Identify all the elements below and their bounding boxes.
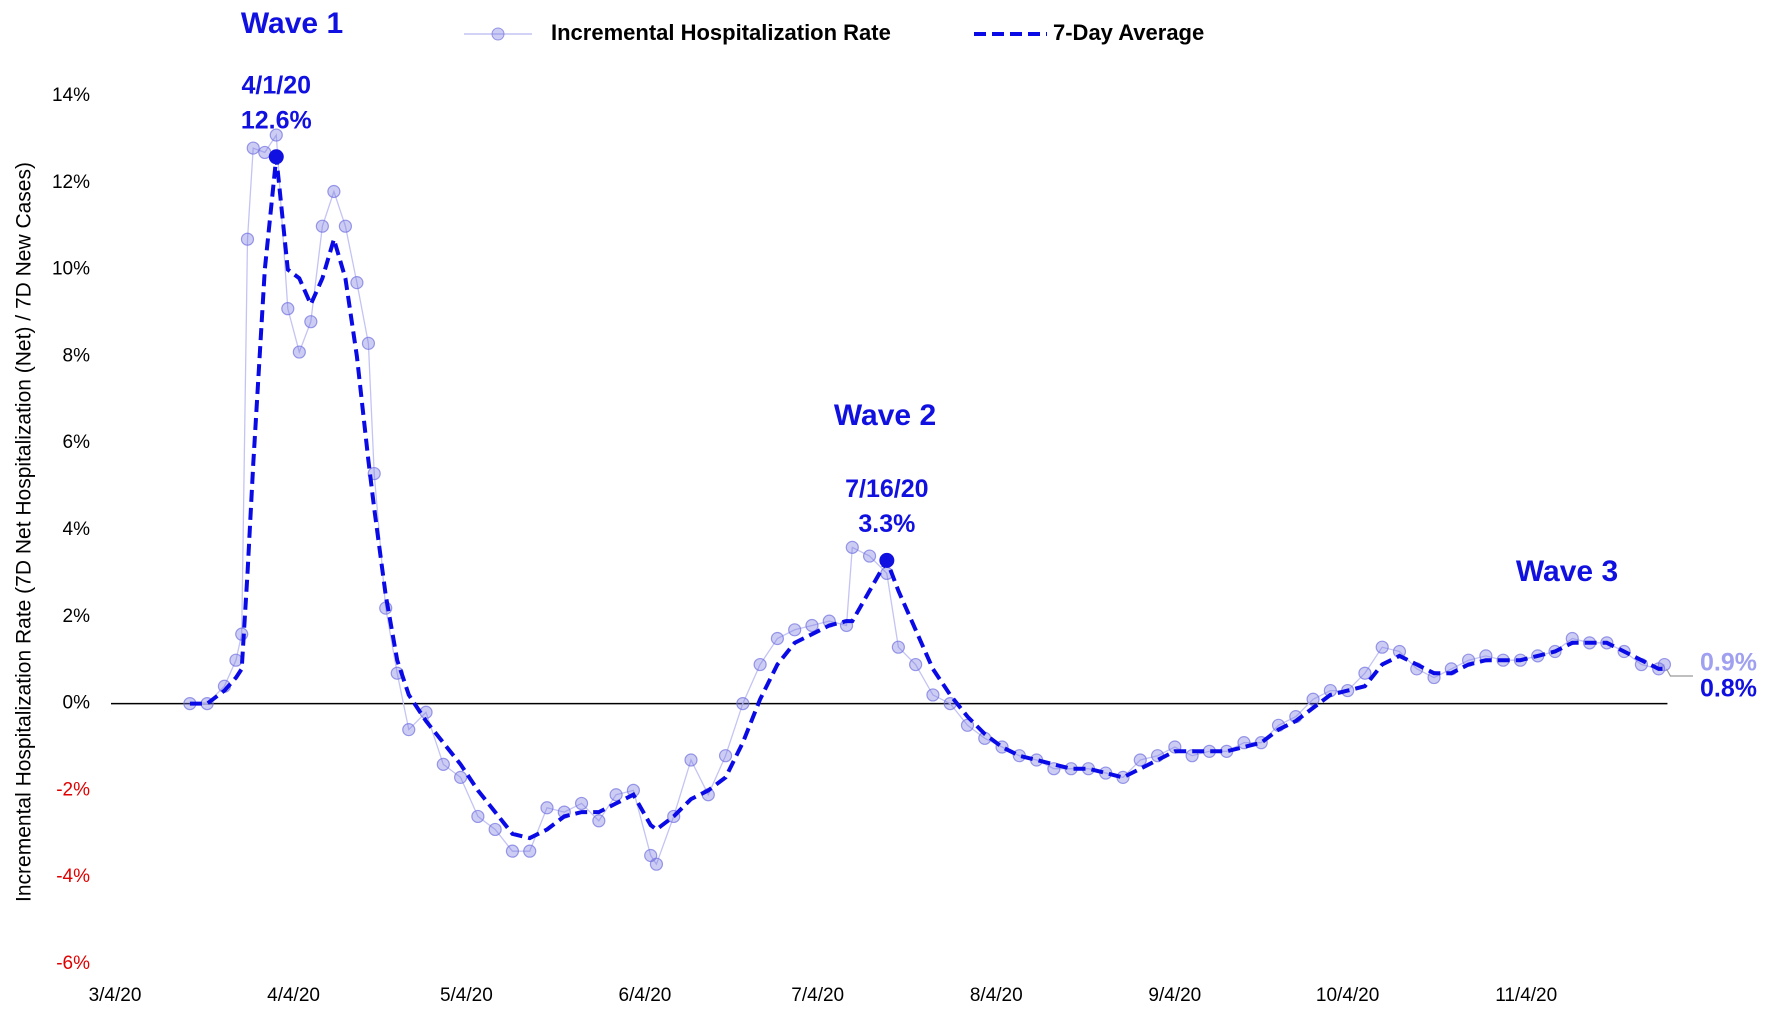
end-label: 0.9%	[1700, 649, 1757, 677]
rate-marker	[1306, 692, 1320, 706]
rate-marker	[292, 345, 306, 359]
rate-marker	[770, 631, 785, 646]
peak-value: 12.6%	[241, 106, 312, 134]
rate-marker	[304, 315, 318, 329]
rate-marker	[1375, 640, 1389, 654]
y-tick-label: -4%	[56, 866, 90, 887]
y-tick-label: -6%	[56, 953, 90, 974]
y-tick-label: 12%	[52, 172, 90, 193]
rate-marker	[718, 749, 733, 763]
rate-marker	[488, 822, 502, 837]
rate-marker	[805, 618, 819, 633]
rate-marker	[592, 814, 606, 828]
x-tick-label: 4/4/20	[267, 985, 320, 1006]
x-tick-label: 9/4/20	[1148, 985, 1201, 1006]
x-tick-label: 6/4/20	[619, 985, 672, 1006]
rate-marker	[649, 857, 664, 871]
rate-marker	[246, 141, 260, 155]
rate-marker	[788, 623, 802, 637]
y-tick-label: -2%	[56, 779, 90, 800]
x-tick-label: 8/4/20	[970, 985, 1023, 1006]
x-tick-label: 3/4/20	[89, 985, 142, 1006]
peak-marker	[879, 552, 895, 568]
rate-marker	[315, 219, 329, 233]
rate-marker	[845, 540, 859, 554]
rate-marker	[281, 302, 295, 316]
y-tick-label: 4%	[63, 519, 91, 540]
rate-marker	[505, 844, 520, 858]
rate-marker	[419, 705, 433, 719]
rate-marker	[240, 232, 255, 246]
rate-line	[189, 133, 1665, 866]
rate-marker	[540, 801, 554, 815]
rate-marker	[361, 336, 376, 350]
rate-marker	[269, 128, 283, 142]
y-tick-label: 8%	[63, 345, 91, 366]
legend-marker	[491, 27, 505, 41]
x-tick-label: 5/4/20	[440, 985, 493, 1006]
peak-value: 3.3%	[858, 510, 915, 538]
rate-marker	[402, 723, 416, 737]
peak-marker	[268, 149, 284, 165]
rate-marker	[523, 844, 537, 858]
rate-marker	[609, 788, 623, 802]
rate-marker	[862, 549, 877, 563]
rate-marker	[327, 184, 341, 199]
rate-marker	[909, 657, 923, 672]
rate-marker	[229, 653, 243, 667]
rate-marker	[1358, 666, 1372, 680]
rate-marker	[891, 640, 905, 654]
peak-date: 7/16/20	[845, 475, 928, 503]
end-connector	[1665, 668, 1693, 677]
rate-marker	[436, 757, 450, 771]
rate-marker	[736, 696, 750, 711]
y-tick-label: 0%	[63, 693, 91, 714]
x-tick-label: 11/4/20	[1495, 985, 1557, 1006]
rate-marker	[574, 796, 589, 811]
rate-marker	[338, 219, 352, 233]
x-tick-label: 7/4/20	[791, 985, 844, 1006]
y-tick-label: 6%	[63, 432, 91, 453]
rate-marker	[471, 809, 485, 824]
y-tick-label: 14%	[52, 85, 90, 106]
wave-label: Wave 2	[834, 399, 936, 432]
y-axis-label: Incremental Hospitalization Rate (7D Net…	[13, 162, 36, 902]
rate-marker	[926, 688, 940, 702]
y-tick-label: 10%	[52, 259, 90, 280]
wave-label: Wave 3	[1516, 555, 1618, 588]
rate-marker	[1133, 753, 1147, 767]
legend-label: 7-Day Average	[1053, 20, 1204, 45]
end-label: 0.8%	[1700, 675, 1757, 703]
rate-marker	[684, 753, 698, 767]
legend-label: Incremental Hospitalization Rate	[551, 20, 891, 45]
rate-marker	[350, 276, 364, 290]
average-line	[189, 156, 1665, 841]
rate-marker	[454, 770, 468, 784]
wave-label: Wave 1	[241, 7, 343, 40]
x-tick-label: 10/4/20	[1316, 985, 1379, 1006]
y-tick-label: 2%	[63, 606, 91, 627]
rate-marker	[753, 657, 767, 672]
peak-date: 4/1/20	[242, 71, 312, 99]
